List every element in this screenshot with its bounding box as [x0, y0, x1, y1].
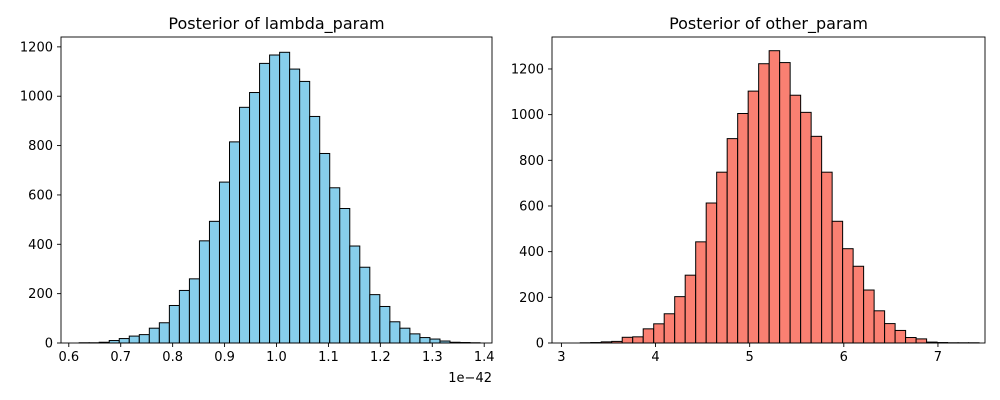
histogram-bar — [632, 336, 644, 344]
axes-frame — [551, 36, 986, 344]
histogram-bar — [716, 171, 728, 344]
histogram-bar — [319, 152, 331, 344]
histogram-bar — [915, 338, 928, 344]
histogram-bar — [663, 313, 676, 344]
histogram-bar — [674, 296, 686, 344]
histogram-bar — [128, 335, 140, 344]
histogram-bar — [852, 265, 865, 344]
histogram-bar — [239, 106, 251, 344]
lambda-histogram-panel: 0.6 0.7 0.8 0.9 1.0 1.1 1.2 1.3 1.4 0 200 400 600 800… — [20, 14, 495, 386]
histogram-bar — [188, 278, 200, 344]
histogram-bar — [279, 51, 291, 344]
x-tick-label: 5 — [746, 350, 754, 365]
histogram-bar — [178, 289, 190, 344]
histogram-bar — [299, 80, 311, 344]
y-tick-label: 200 — [519, 291, 544, 306]
y-tick-label: 600 — [28, 188, 53, 203]
histogram-bar — [695, 241, 707, 344]
x-tick-label: 0.8 — [162, 350, 183, 365]
y-tick-label: 400 — [519, 245, 544, 260]
histogram-bar — [339, 208, 351, 344]
histogram-bar — [118, 338, 130, 344]
histogram-bar — [779, 62, 791, 344]
y-tick-label: 0 — [536, 337, 544, 352]
y-tick-label: 1200 — [20, 40, 53, 55]
histogram-bar — [642, 328, 655, 344]
y-tick-label: 600 — [519, 199, 544, 214]
histogram-bar — [269, 54, 281, 344]
histogram-bar — [800, 111, 812, 344]
histogram-bar — [758, 63, 770, 344]
histogram-bar — [705, 202, 718, 344]
histogram-bar — [158, 322, 170, 344]
histogram-bar — [831, 220, 844, 344]
x-tick-label: 0.9 — [214, 350, 235, 365]
histogram-bar — [653, 323, 665, 344]
y-tick-label: 0 — [45, 337, 53, 352]
x-tick-label: 1.4 — [474, 350, 495, 365]
histogram-bar — [905, 337, 917, 344]
histogram-bar — [768, 50, 781, 344]
histogram-bar — [138, 334, 150, 344]
histogram-bar — [229, 141, 241, 344]
histogram-bar — [329, 187, 341, 344]
histogram-bar — [359, 266, 371, 344]
histogram-bar — [389, 321, 401, 344]
histogram-bar — [249, 92, 261, 344]
y-tick-label: 800 — [28, 139, 53, 154]
x-tick-label: 4 — [651, 350, 659, 365]
histogram-bar — [259, 62, 271, 344]
histogram-bar — [873, 310, 886, 344]
y-tick-label: 400 — [28, 238, 53, 253]
histogram-bar — [429, 338, 441, 344]
histogram-bar — [399, 327, 411, 344]
histogram-bar — [747, 90, 760, 344]
histogram-bar — [208, 220, 220, 344]
histogram-bar — [409, 333, 421, 344]
x-tick-label: 7 — [934, 350, 942, 365]
histogram-bar — [894, 329, 907, 344]
histogram-bar — [198, 240, 210, 344]
histogram-bar — [148, 327, 160, 344]
histogram-bar — [218, 181, 230, 344]
y-tick-label: 200 — [28, 287, 53, 302]
x-tick-label: 6 — [840, 350, 848, 365]
histogram-bar — [863, 289, 875, 344]
histogram-bar — [789, 94, 802, 344]
x-tick-label: 1.1 — [318, 350, 339, 365]
histogram-bar — [168, 304, 180, 344]
histogram-bar — [369, 294, 381, 344]
histogram-bar — [821, 171, 833, 344]
x-tick-label: 0.6 — [58, 350, 79, 365]
y-tick-label: 800 — [519, 154, 544, 169]
histogram-bar — [810, 135, 823, 344]
x-tick-label: 3 — [557, 350, 565, 365]
x-tick-label: 1.3 — [422, 350, 443, 365]
histogram-bar — [726, 138, 739, 344]
histogram-bar — [842, 248, 854, 344]
y-tick-label: 1200 — [511, 62, 544, 77]
x-tick-label: 1.2 — [370, 350, 391, 365]
histogram-bar — [684, 274, 697, 344]
x-tick-label: 0.7 — [110, 350, 131, 365]
y-tick-label: 1000 — [511, 108, 544, 123]
x-tick-label: 1.0 — [266, 350, 287, 365]
histogram-bar — [419, 337, 431, 344]
histogram-bar — [884, 323, 896, 344]
histogram-bar — [289, 68, 301, 344]
chart-title: Posterior of other_param — [669, 14, 868, 34]
y-tick-label: 1000 — [20, 90, 53, 105]
x-offset-label: 1e−42 — [448, 371, 492, 386]
other-histogram-panel: 3 4 5 6 7 0 200 400 600 800 1000 1200 Posterior of o… — [511, 14, 986, 365]
chart-title: Posterior of lambda_param — [168, 14, 384, 34]
histogram-bar — [379, 305, 391, 344]
histogram-bar — [737, 113, 749, 344]
histogram-bar — [621, 336, 634, 344]
histogram-bar — [349, 245, 361, 344]
histogram-bar — [309, 115, 321, 344]
